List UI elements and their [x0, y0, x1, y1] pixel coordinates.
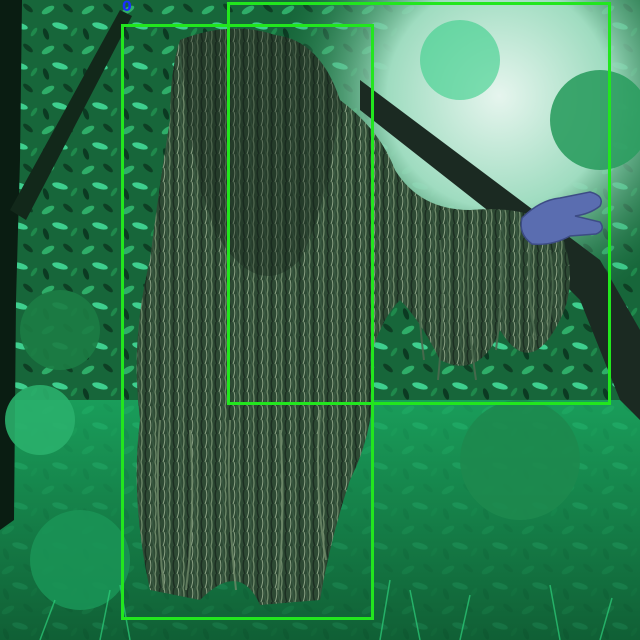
bbox-upper-body-arm: [227, 2, 611, 405]
bbox-full-body: [121, 24, 374, 620]
corner-mark: 0: [122, 0, 132, 15]
